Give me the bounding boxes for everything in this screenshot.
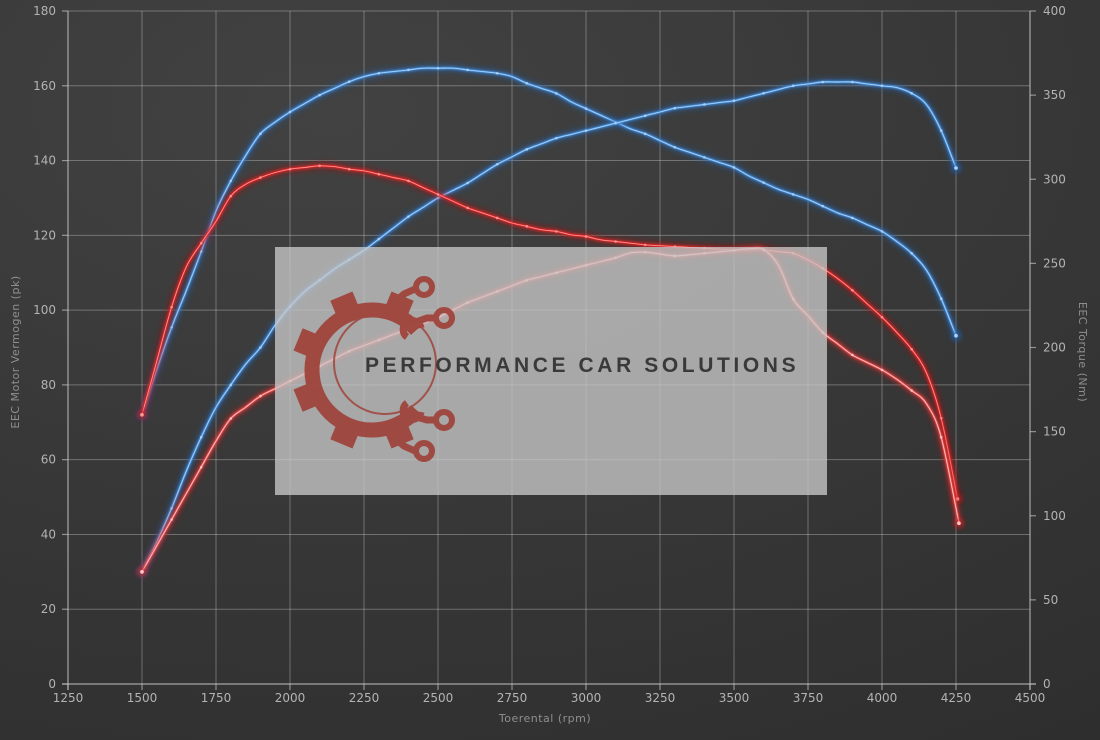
x-tick-label: 1250 <box>53 691 84 705</box>
x-tick-label: 1500 <box>127 691 158 705</box>
y-right-tick-label: 100 <box>1043 509 1066 523</box>
x-tick-label: 4500 <box>1015 691 1046 705</box>
y-right-tick-label: 200 <box>1043 341 1066 355</box>
x-tick-label: 4250 <box>941 691 972 705</box>
y-left-tick-label: 80 <box>41 378 56 392</box>
x-tick-label: 1750 <box>201 691 232 705</box>
y-right-tick-label: 350 <box>1043 88 1066 102</box>
y-left-tick-label: 40 <box>41 527 56 541</box>
x-tick-label: 2500 <box>423 691 454 705</box>
y-right-tick-label: 400 <box>1043 4 1066 18</box>
y-right-tick-label: 50 <box>1043 593 1058 607</box>
y-left-tick-label: 160 <box>33 79 56 93</box>
x-tick-label: 2000 <box>275 691 306 705</box>
y-right-tick-label: 300 <box>1043 172 1066 186</box>
y-left-tick-label: 140 <box>33 154 56 168</box>
y-left-tick-label: 100 <box>33 303 56 317</box>
x-tick-label: 3000 <box>571 691 602 705</box>
watermark-box: PERFORMANCE CAR SOLUTIONS <box>275 247 827 495</box>
brand-text: PERFORMANCE CAR SOLUTIONS <box>365 354 800 377</box>
x-tick-label: 2750 <box>497 691 528 705</box>
y-left-tick-label: 20 <box>41 602 56 616</box>
y-axis-title-left: EEC Motor Vermogen (pk) <box>9 275 22 428</box>
x-tick-label: 3500 <box>719 691 750 705</box>
y-left-tick-label: 60 <box>41 453 56 467</box>
x-tick-label: 3250 <box>645 691 676 705</box>
y-left-tick-label: 0 <box>48 677 56 691</box>
y-right-tick-label: 250 <box>1043 256 1066 270</box>
y-right-tick-label: 0 <box>1043 677 1051 691</box>
x-tick-label: 3750 <box>793 691 824 705</box>
y-left-tick-label: 120 <box>33 228 56 242</box>
gear-circuit-logo <box>293 276 455 462</box>
y-left-tick-label: 180 <box>33 4 56 18</box>
x-tick-label: 2250 <box>349 691 380 705</box>
y-right-tick-label: 150 <box>1043 425 1066 439</box>
x-axis-title: Toerental (rpm) <box>498 712 591 725</box>
x-tick-label: 4000 <box>867 691 898 705</box>
y-axis-title-right: EEC Torque (Nm) <box>1076 302 1089 402</box>
